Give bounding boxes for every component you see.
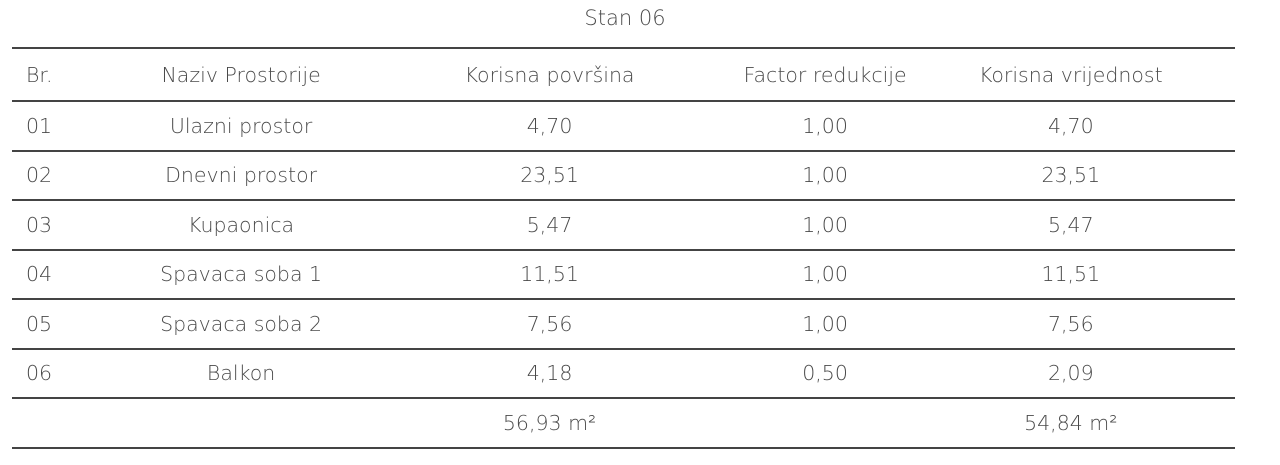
cell-korisna-povrsina: 5,47 — [355, 199, 744, 250]
cell-naziv: Dnevni prostor — [126, 149, 356, 200]
table-row: 02 Dnevni prostor 23,51 1,00 23,51 — [12, 149, 1235, 200]
cell-factor: 1,00 — [743, 298, 907, 349]
header-korisna-vrijednost: Korisna vrijednost — [906, 47, 1235, 101]
table-row: 01 Ulazni prostor 4,70 1,00 4,70 — [12, 100, 1235, 151]
cell-korisna-vrijednost: 4,70 — [906, 100, 1235, 151]
cell-br: 04 — [12, 248, 127, 299]
header-naziv: Naziv Prostorije — [126, 47, 356, 101]
total-korisna-povrsina: 56,93 m² — [355, 397, 744, 449]
totals-empty — [12, 397, 127, 449]
totals-empty — [126, 397, 356, 449]
cell-naziv: Kupaonica — [126, 199, 356, 250]
cell-korisna-povrsina: 4,70 — [355, 100, 744, 151]
header-korisna-povrsina: Korisna površina — [355, 47, 744, 101]
cell-factor: 0,50 — [743, 347, 907, 399]
cell-korisna-vrijednost: 11,51 — [906, 248, 1235, 299]
table-title: Stan 06 — [584, 6, 666, 30]
table-row: 06 Balkon 4,18 0,50 2,09 — [12, 347, 1235, 399]
header-br: Br. — [12, 47, 127, 101]
totals-empty — [743, 397, 907, 449]
header-row: Br. Naziv Prostorije Korisna površina Fa… — [12, 47, 1235, 101]
cell-factor: 1,00 — [743, 199, 907, 250]
total-korisna-vrijednost: 54,84 m² — [906, 397, 1235, 449]
cell-naziv: Ulazni prostor — [126, 100, 356, 151]
header-factor: Factor redukcije — [743, 47, 907, 101]
cell-korisna-vrijednost: 23,51 — [906, 149, 1235, 200]
cell-br: 05 — [12, 298, 127, 349]
totals-row: 56,93 m² 54,84 m² — [12, 397, 1235, 449]
cell-korisna-povrsina: 11,51 — [355, 248, 744, 299]
cell-br: 01 — [12, 100, 127, 151]
cell-korisna-povrsina: 23,51 — [355, 149, 744, 200]
cell-br: 02 — [12, 149, 127, 200]
cell-factor: 1,00 — [743, 100, 907, 151]
cell-naziv: Spavaca soba 1 — [126, 248, 356, 299]
cell-korisna-vrijednost: 2,09 — [906, 347, 1235, 399]
cell-naziv: Spavaca soba 2 — [126, 298, 356, 349]
cell-br: 06 — [12, 347, 127, 399]
table-row: 05 Spavaca soba 2 7,56 1,00 7,56 — [12, 298, 1235, 349]
cell-factor: 1,00 — [743, 248, 907, 299]
table-row: 03 Kupaonica 5,47 1,00 5,47 — [12, 199, 1235, 250]
cell-naziv: Balkon — [126, 347, 356, 399]
cell-korisna-vrijednost: 7,56 — [906, 298, 1235, 349]
cell-korisna-povrsina: 4,18 — [355, 347, 744, 399]
cell-korisna-povrsina: 7,56 — [355, 298, 744, 349]
table-row: 04 Spavaca soba 1 11,51 1,00 11,51 — [12, 248, 1235, 299]
cell-korisna-vrijednost: 5,47 — [906, 199, 1235, 250]
room-area-table: Br. Naziv Prostorije Korisna površina Fa… — [12, 47, 1235, 449]
cell-br: 03 — [12, 199, 127, 250]
cell-factor: 1,00 — [743, 149, 907, 200]
